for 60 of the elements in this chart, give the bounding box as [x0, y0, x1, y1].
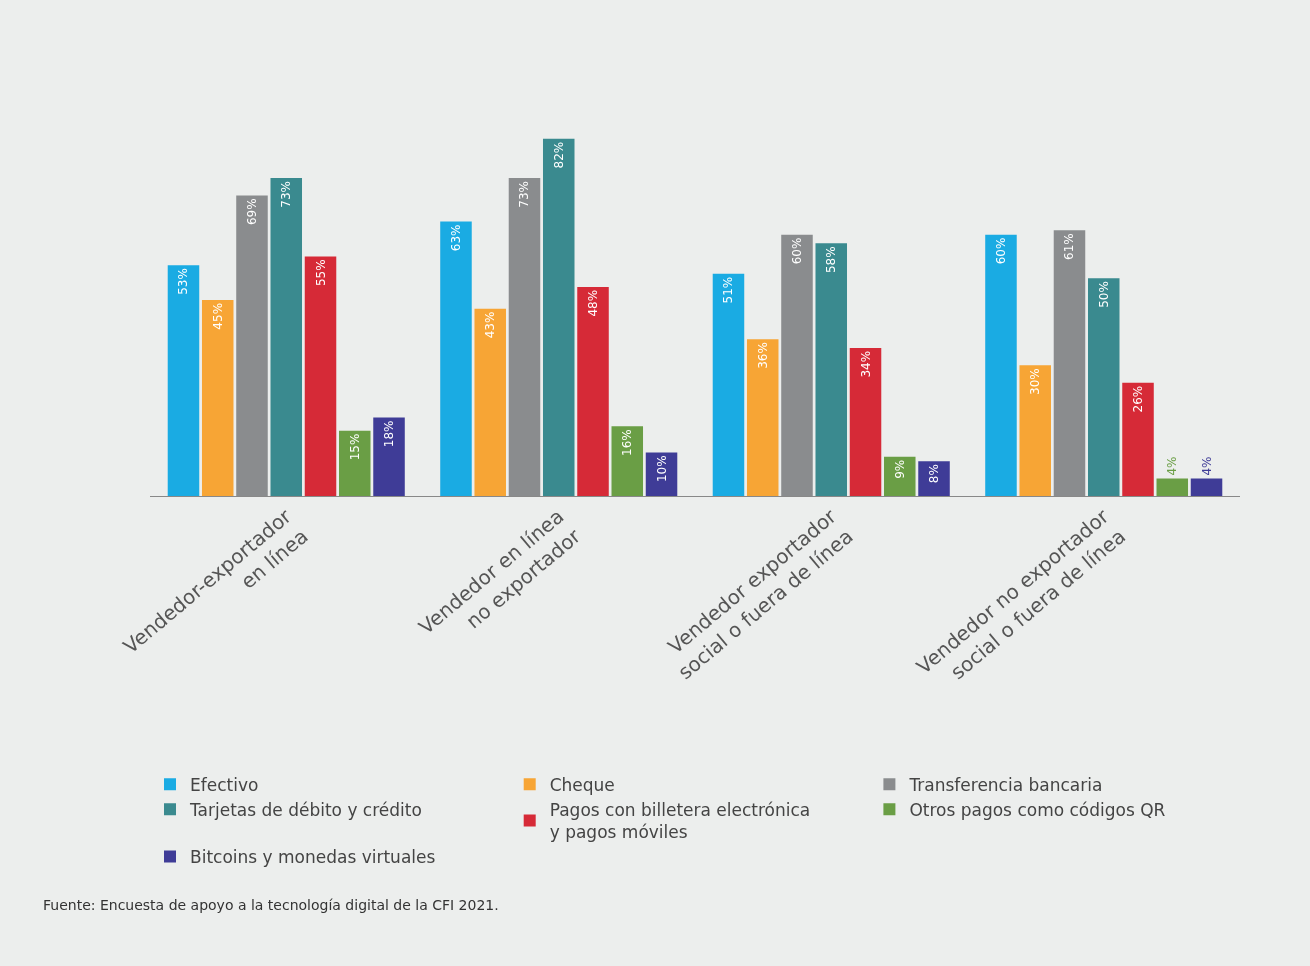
bar	[918, 461, 950, 496]
bar	[542, 138, 575, 496]
data-label: 69%	[244, 198, 259, 226]
legend-label: Bitcoins y monedas virtuales	[190, 847, 436, 868]
bar	[1087, 278, 1120, 496]
data-label: 82%	[551, 141, 566, 169]
bar	[373, 417, 405, 496]
bar	[712, 273, 745, 496]
data-label: 51%	[721, 276, 736, 304]
data-label: 73%	[279, 181, 294, 208]
data-label: 53%	[176, 268, 191, 295]
data-label: 61%	[1062, 233, 1077, 260]
data-label: 45%	[210, 302, 225, 330]
legend-label: Transferencia bancaria	[908, 774, 1103, 795]
data-label: 36%	[755, 342, 770, 369]
data-label: 43%	[483, 311, 498, 339]
data-label: 63%	[448, 224, 463, 252]
data-label: 48%	[586, 289, 601, 317]
bar	[746, 339, 779, 496]
legend-label: Pagos con billetera electrónica y pagos móviles	[549, 800, 811, 843]
bar	[167, 265, 200, 496]
data-label: 60%	[789, 237, 804, 265]
data-label: 10%	[654, 455, 669, 483]
legend-label: Efectivo	[190, 774, 259, 795]
bar	[304, 256, 337, 496]
data-label: 26%	[1131, 385, 1146, 413]
bar	[440, 221, 472, 496]
source-note: Fuente: Encuesta de apoyo a la tecnología digital de la CFI 2021.	[43, 897, 499, 913]
data-label: 30%	[1028, 368, 1043, 395]
bar	[339, 430, 371, 496]
bar	[270, 178, 303, 496]
legend-label: Otros pagos como códigos QR	[909, 800, 1166, 820]
bar	[1019, 365, 1051, 496]
data-label: 60%	[993, 237, 1008, 265]
bar	[474, 308, 506, 496]
legend-label: Cheque	[549, 774, 615, 795]
data-label: 4%	[1199, 456, 1214, 476]
bar	[1190, 478, 1223, 496]
data-label: 16%	[620, 429, 635, 456]
bar	[611, 426, 644, 496]
data-label: 55%	[313, 259, 328, 287]
bar	[815, 243, 848, 496]
bar	[201, 299, 234, 496]
data-label: 4%	[1165, 456, 1180, 476]
data-label: 58%	[824, 246, 839, 274]
bar	[849, 347, 882, 496]
bar	[1122, 382, 1154, 496]
data-label: 50%	[1096, 281, 1111, 308]
data-label: 18%	[382, 420, 397, 448]
data-label: 15%	[347, 433, 362, 461]
data-label: 34%	[858, 350, 873, 378]
bar	[577, 286, 609, 496]
legend-label: Tarjetas de débito y crédito	[189, 800, 422, 820]
data-label: 8%	[927, 464, 942, 484]
bar	[985, 234, 1017, 496]
bar	[1156, 478, 1189, 496]
bar	[645, 452, 678, 496]
data-label: 9%	[892, 459, 907, 479]
bar	[884, 456, 916, 496]
data-label: 73%	[517, 181, 532, 208]
